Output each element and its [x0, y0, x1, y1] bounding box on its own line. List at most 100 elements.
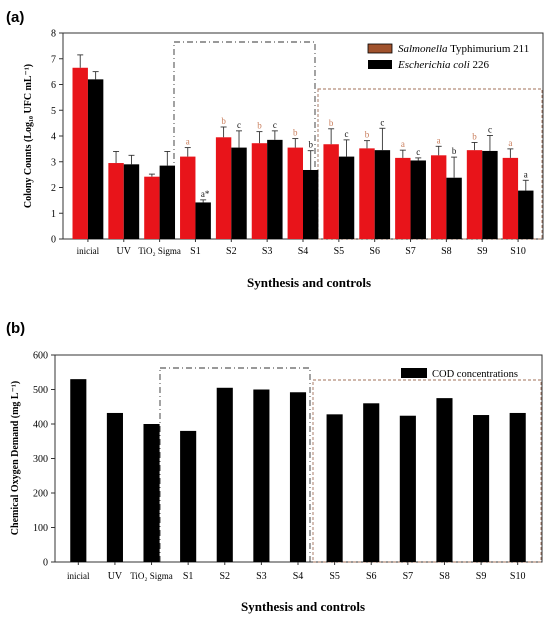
- panel-a-y-tick-label: 6: [51, 80, 56, 91]
- panel-a-y-tick-label: 7: [51, 54, 56, 65]
- salmonella-bar: [287, 147, 303, 239]
- ecoli-bar: [195, 202, 211, 239]
- panel-b-y-tick-label: 600: [33, 351, 48, 362]
- salmonella-bar: [395, 157, 411, 239]
- significance-letter: a*: [201, 189, 210, 199]
- panel-a-y-tick-label: 3: [51, 157, 56, 168]
- panel-a-x-tick-label: S2: [226, 246, 237, 257]
- panel-b-y-tick-label: 0: [43, 558, 48, 569]
- ecoli-bar: [446, 177, 462, 239]
- cod-bar: [106, 412, 123, 562]
- panel-b-x-tick-label: S8: [439, 571, 450, 582]
- significance-letter: b: [293, 128, 298, 138]
- salmonella-bar: [502, 157, 519, 239]
- panel-b-x-tick-label: S5: [329, 571, 340, 582]
- significance-letter: a: [437, 135, 441, 145]
- significance-letter: b: [308, 140, 313, 150]
- panel-a-y-tick-label: 2: [51, 183, 56, 194]
- panel-b-y-axis-title: Chemical Oxygen Demand (mg L⁻¹): [10, 381, 21, 535]
- panel-b-x-tick-label: S1: [183, 571, 194, 582]
- ecoli-bar: [123, 164, 140, 239]
- panel-a-y-tick-label: 5: [51, 106, 56, 117]
- significance-letter: c: [345, 129, 349, 139]
- salmonella-bar: [251, 143, 268, 239]
- ecoli-bar: [87, 79, 104, 239]
- panel-b-x-tick-label: TiO₂ Sigma: [130, 571, 173, 581]
- panel-a-y-tick-label: 0: [51, 235, 56, 246]
- significance-letter: a: [401, 139, 405, 149]
- panel-b-s5-s10-group-box: [312, 379, 542, 563]
- panel-b-x-tick-label: UV: [108, 571, 123, 582]
- legend-ecoli-italic: Escherichia coli: [397, 59, 470, 71]
- salmonella-bar: [215, 137, 232, 239]
- ecoli-bar: [374, 150, 391, 239]
- significance-letter: c: [380, 117, 384, 127]
- salmonella-bar: [144, 176, 160, 239]
- panel-a-x-tick-label: UV: [117, 246, 132, 257]
- legend-swatch-ecoli: [368, 60, 392, 69]
- cod-bar: [289, 392, 307, 562]
- legend-swatch-salmonella: [367, 43, 393, 54]
- panel-b-label: (b): [6, 320, 25, 337]
- cod-bar: [253, 389, 270, 562]
- panel-b-x-tick-label: S4: [293, 571, 304, 582]
- significance-letter: a: [508, 138, 512, 148]
- cod-bar: [509, 412, 526, 562]
- panel-b-x-tick-label: S3: [256, 571, 267, 582]
- significance-letter: b: [329, 118, 334, 128]
- panel-a-label: (a): [6, 9, 24, 26]
- panel-a-s5-s10-group-box: [317, 88, 543, 240]
- panel-b-x-tick-label: S7: [403, 571, 414, 582]
- panel-a-x-tick-label: inicial: [77, 246, 100, 256]
- panel-b-y-tick-label: 300: [33, 454, 48, 465]
- panel-a-x-tick-label: S10: [510, 246, 526, 257]
- panel-a-x-tick-label: S8: [441, 246, 452, 257]
- panel-b: (b) 0 100 200 300 400 500 600 inicial UV TiO₂ Si…: [6, 320, 543, 614]
- panel-a-y-tick-label: 8: [51, 29, 56, 40]
- panel-b-y-tick-label: 400: [33, 420, 48, 431]
- panel-a-x-tick-label: S1: [190, 246, 201, 257]
- significance-letter: b: [257, 121, 262, 131]
- ecoli-bar: [410, 160, 426, 239]
- significance-letter: c: [488, 124, 492, 134]
- significance-letter: a: [186, 137, 190, 147]
- cod-bar: [326, 414, 343, 562]
- ecoli-bar: [338, 156, 355, 239]
- panel-b-legend: COD concentrations: [401, 368, 518, 380]
- significance-letter: b: [472, 131, 477, 141]
- salmonella-bar: [323, 144, 339, 239]
- ecoli-bar: [159, 165, 176, 239]
- panel-a-y-tick-label: 4: [51, 132, 56, 143]
- panel-a-x-tick-label: S4: [298, 246, 309, 257]
- cod-bar: [436, 398, 453, 562]
- salmonella-bar: [430, 155, 447, 239]
- panel-a-x-tick-label: S3: [262, 246, 273, 257]
- significance-letter: a: [524, 169, 528, 179]
- cod-bar: [399, 415, 416, 562]
- significance-letter: b: [221, 116, 226, 126]
- panel-a-x-tick-label: S9: [477, 246, 488, 257]
- panel-a-y-axis-title: Colony Counts (Log₁₀ UFC mL⁻¹): [23, 64, 34, 208]
- panel-b-y-tick-label: 100: [33, 523, 48, 534]
- salmonella-bar: [180, 156, 196, 239]
- panel-b-x-tick-label: S6: [366, 571, 377, 582]
- panel-a-y-tick-label: 1: [51, 209, 56, 220]
- ecoli-bar: [518, 190, 534, 239]
- panel-b-x-tick-label: S9: [476, 571, 487, 582]
- cod-bar: [70, 379, 87, 562]
- legend-entry-ecoli: Escherichia coli 226: [397, 59, 490, 71]
- panel-a-legend: Salmonella Typhimurium 211 Escherichia c…: [367, 43, 529, 71]
- panel-b-x-axis: inicial UV TiO₂ Sigma S1 S2 S3 S4 S5 S6 S7 S8 S9 S10: [67, 562, 525, 582]
- cod-bar: [363, 403, 380, 562]
- panel-b-x-tick-label: S10: [510, 571, 526, 582]
- salmonella-bar: [359, 148, 375, 239]
- panel-a-x-axis-title: Synthesis and controls: [247, 275, 371, 290]
- significance-letter: b: [365, 130, 370, 140]
- panel-a-x-tick-label: S6: [369, 246, 380, 257]
- panel-b-x-tick-label: S2: [219, 571, 230, 582]
- panel-b-x-tick-label: inicial: [67, 571, 90, 581]
- legend-salmonella-plain: Typhimurium 211: [450, 43, 529, 55]
- ecoli-bar: [231, 147, 247, 239]
